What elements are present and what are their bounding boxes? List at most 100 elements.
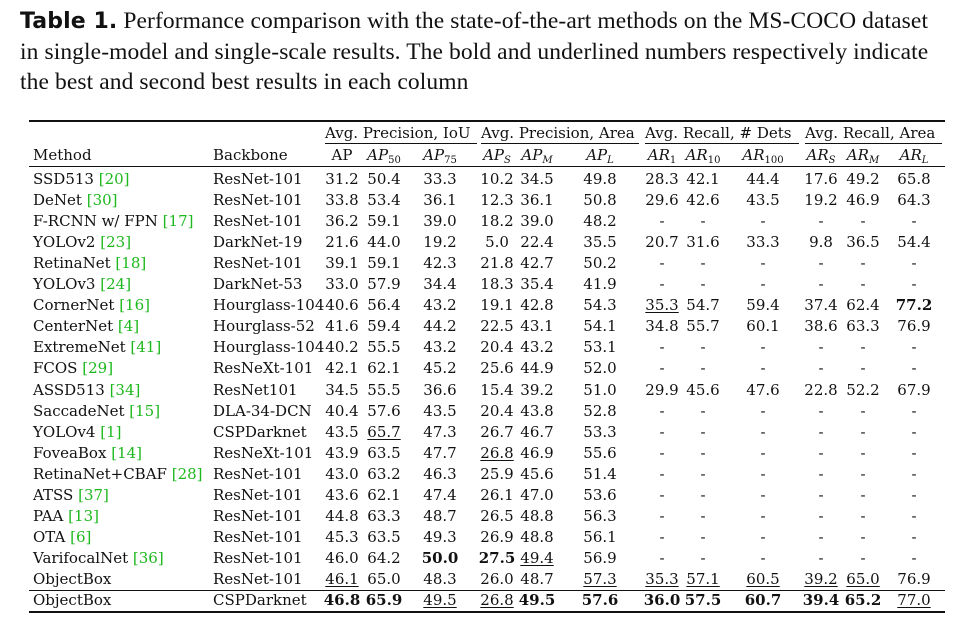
metric-cell: 60.1 — [746, 317, 780, 336]
citation-link[interactable]: [17] — [162, 212, 194, 231]
metric-cell: 36.1 — [423, 191, 457, 210]
metric-cell: - — [860, 485, 866, 504]
metric-cell: 43.6 — [325, 485, 359, 504]
method-cell: CenterNet [4] — [33, 316, 139, 336]
metric-cell: 26.5 — [480, 506, 514, 525]
metric-cell: - — [818, 443, 824, 462]
citation-link[interactable]: [4] — [117, 317, 140, 336]
metric-cell: 60.7 — [744, 591, 782, 609]
citation-link[interactable]: [18] — [115, 254, 147, 273]
metric-cell: 43.2 — [520, 338, 554, 357]
method-cell: YOLOv2 [23] — [33, 232, 131, 252]
metric-cell: - — [659, 548, 665, 567]
table-row: ObjectBox CSPDarknet 46.8 65.9 49.5 26.8 49.5 5… — [0, 590, 964, 611]
citation-link[interactable]: [13] — [68, 506, 99, 525]
citation-link[interactable]: [24] — [100, 275, 132, 294]
metric-cell: 34.5 — [520, 170, 554, 188]
metric-cell: 47.3 — [423, 422, 457, 441]
table-row: OTA [6] ResNet-101 45.3 63.5 49.3 26.9 48.8 56.… — [0, 527, 964, 548]
metric-cell: 27.5 — [478, 548, 516, 567]
metric-cell: - — [760, 443, 766, 462]
metric-cell: - — [700, 527, 706, 546]
citation-link[interactable]: [1] — [100, 422, 122, 441]
metric-cell: 46.1 — [325, 569, 359, 588]
metric-cell: - — [860, 548, 866, 567]
backbone-cell: ResNet-101 — [213, 191, 303, 210]
metric-cell: 46.9 — [520, 443, 554, 462]
metric-cell: - — [818, 506, 824, 525]
citation-link[interactable]: [15] — [129, 401, 161, 420]
backbone-cell: ResNet-101 — [213, 212, 303, 231]
metric-cell: 39.4 — [802, 591, 840, 609]
table-row: ObjectBox ResNet-101 46.1 65.0 48.3 26.0 48.7 5… — [0, 569, 964, 590]
metric-cell: 34.8 — [645, 317, 679, 336]
metric-cell: 20.4 — [480, 401, 514, 420]
metric-cell: 44.8 — [325, 506, 359, 525]
metric-cell: - — [911, 548, 917, 567]
metric-cell: 65.0 — [367, 569, 401, 588]
metric-cell: - — [860, 422, 866, 441]
citation-link[interactable]: [14] — [111, 443, 143, 462]
method-name: FoveaBox — [33, 443, 107, 462]
metric-cell: 55.5 — [367, 380, 401, 399]
metric-cell: 43.5 — [423, 401, 457, 420]
metric-cell: - — [911, 401, 917, 420]
metric-cell: - — [760, 401, 766, 420]
citation-link[interactable]: [20] — [98, 170, 130, 188]
table-row: F-RCNN w/ FPN [17] ResNet-101 36.2 59.1 39.0… — [0, 211, 964, 232]
citation-link[interactable]: [36] — [132, 548, 164, 567]
method-name: DeNet — [33, 191, 82, 210]
metric-cell: - — [659, 401, 665, 420]
metric-cell: 33.3 — [423, 170, 457, 188]
metric-cell: 46.0 — [325, 548, 359, 567]
citation-link[interactable]: [37] — [78, 485, 109, 504]
metric-cell: 57.5 — [684, 591, 722, 609]
metric-cell: - — [860, 527, 866, 546]
metric-cell: 54.3 — [583, 296, 617, 315]
citation-link[interactable]: [16] — [119, 296, 150, 315]
citation-link[interactable]: [34] — [109, 380, 141, 399]
backbone-cell: ResNeXt-101 — [213, 443, 314, 462]
citation-link[interactable]: [23] — [100, 233, 132, 252]
metric-cell: 54.1 — [583, 317, 617, 336]
method-cell: YOLOv3 [24] — [33, 274, 131, 294]
method-cell: ASSD513 [34] — [33, 380, 140, 400]
metric-cell: - — [860, 359, 866, 378]
backbone-cell: ResNet-101 — [213, 548, 303, 567]
citation-link[interactable]: [6] — [70, 527, 92, 546]
metric-cell: 34.5 — [325, 380, 359, 399]
citation-link[interactable]: [28] — [171, 464, 203, 483]
metric-cell: 26.0 — [480, 569, 514, 588]
metric-cell: - — [760, 212, 766, 231]
citation-link[interactable]: [30] — [86, 191, 118, 210]
method-name: YOLOv4 — [33, 422, 96, 441]
metric-cell: - — [818, 485, 824, 504]
metric-cell: - — [700, 212, 706, 231]
column-header-metric: ARM — [846, 146, 880, 166]
method-name: VarifocalNet — [33, 548, 129, 567]
metric-cell: 55.7 — [686, 317, 720, 336]
metric-cell: 39.2 — [804, 569, 838, 588]
column-header-metric: APM — [521, 146, 553, 166]
metric-cell: - — [760, 485, 766, 504]
metric-cell: 65.9 — [365, 591, 403, 609]
metric-cell: - — [818, 527, 824, 546]
caption-text: Performance comparison with the state-of… — [20, 8, 929, 95]
metric-cell: 52.0 — [583, 359, 617, 378]
method-name: SSD513 — [33, 170, 94, 188]
metric-cell: - — [760, 338, 766, 357]
metric-cell: 43.5 — [746, 191, 780, 210]
metric-cell: 52.8 — [583, 401, 617, 420]
table-row: ExtremeNet [41] Hourglass-104 40.2 55.5 43.2… — [0, 337, 964, 358]
table-row: YOLOv3 [24] DarkNet-53 33.0 57.9 34.4 18.3 35.… — [0, 274, 964, 295]
metric-cell: 43.5 — [325, 422, 359, 441]
group-rule-ar-dets — [645, 143, 799, 144]
metric-cell: 43.8 — [520, 401, 554, 420]
metric-cell: - — [760, 254, 766, 273]
metric-cell: - — [818, 422, 824, 441]
citation-link[interactable]: [41] — [130, 338, 162, 357]
table-row: RetinaNet [18] ResNet-101 39.1 59.1 42.3 21.8… — [0, 253, 964, 274]
metric-cell: 31.6 — [686, 233, 720, 252]
citation-link[interactable]: [29] — [82, 359, 114, 378]
metric-cell: 47.4 — [423, 485, 457, 504]
